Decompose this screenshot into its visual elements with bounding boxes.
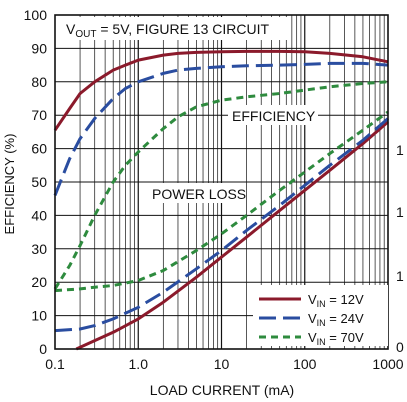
- right-axis-label: 1: [396, 142, 404, 158]
- series-line-0: [53, 49, 389, 132]
- y-axis-title: EFFICIENCY (%): [2, 134, 17, 235]
- annotation-label: VOUT = 5V, FIGURE 13 CIRCUIT: [66, 21, 269, 40]
- y-tick-label: 20: [31, 274, 47, 290]
- y-tick-label: 70: [31, 107, 47, 123]
- series-line-3: [75, 120, 389, 351]
- x-axis-title: LOAD CURRENT (mA): [150, 382, 294, 398]
- legend: VIN = 12V VIN = 24V VIN = 70V: [253, 285, 388, 347]
- annotation-box: [60, 17, 288, 40]
- legend-label: VIN = 70V: [308, 330, 364, 347]
- efficiency-curve-label: EFFICIENCY: [232, 108, 316, 124]
- y-tick-label: 90: [31, 40, 47, 56]
- right-axis-label: 1: [396, 204, 404, 220]
- x-tick-label: 10: [214, 356, 230, 372]
- y-tick-label: 100: [24, 7, 48, 23]
- legend-label: VIN = 12V: [308, 292, 364, 309]
- x-tick-label: 1000: [372, 356, 403, 372]
- y-tick-label: 80: [31, 74, 47, 90]
- y-tick-label: 50: [31, 174, 47, 190]
- y-tick-label: 60: [31, 141, 47, 157]
- y-tick-label: 40: [31, 207, 47, 223]
- y-tick-label: 10: [31, 308, 47, 324]
- series-line-1: [53, 61, 389, 196]
- power-loss-label-bg: [148, 183, 244, 203]
- y-tick-label: 0: [39, 341, 47, 357]
- right-axis-labels: 1 1 1 0: [396, 142, 404, 355]
- series-line-2: [53, 80, 389, 290]
- annotation-rest: = 5V, FIGURE 13 CIRCUIT: [96, 21, 269, 37]
- x-tick-label: 1.0: [129, 356, 149, 372]
- annotation-v: V: [66, 21, 76, 37]
- series-line-5: [54, 110, 389, 293]
- x-tick-label: 0.1: [45, 356, 65, 372]
- power-loss-curve-label: POWER LOSS: [152, 186, 246, 202]
- plot-frame: [54, 14, 389, 350]
- y-tick-label: 30: [31, 241, 47, 257]
- right-axis-label: 0: [396, 339, 404, 355]
- efficiency-label-bg: [228, 105, 318, 125]
- series-lines: [53, 49, 389, 351]
- x-tick-label: 100: [293, 356, 317, 372]
- series-line-4: [54, 117, 389, 333]
- annotation-sub: OUT: [75, 29, 96, 40]
- right-axis-label: 1: [396, 268, 404, 284]
- legend-label: VIN = 24V: [308, 311, 364, 328]
